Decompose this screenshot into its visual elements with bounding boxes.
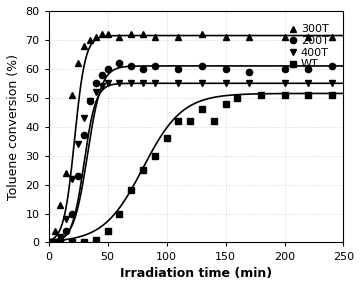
300T	[223, 35, 228, 39]
200T	[117, 61, 122, 65]
300T	[100, 32, 104, 36]
300T	[76, 61, 80, 65]
WT	[330, 93, 334, 97]
WT	[259, 93, 263, 97]
400T	[223, 82, 228, 85]
200T	[88, 99, 92, 102]
Line: WT: WT	[45, 92, 335, 246]
400T	[100, 84, 104, 88]
300T	[58, 203, 62, 207]
400T	[58, 235, 62, 238]
Legend: 300T, 200T, 400T, WT: 300T, 200T, 400T, WT	[285, 21, 332, 73]
400T	[47, 241, 51, 244]
400T	[330, 82, 334, 85]
300T	[64, 171, 69, 175]
400T	[200, 82, 204, 85]
WT	[164, 137, 169, 140]
400T	[82, 116, 86, 120]
200T	[153, 64, 157, 68]
200T	[176, 67, 180, 71]
200T	[47, 241, 51, 244]
WT	[129, 189, 133, 192]
300T	[52, 229, 57, 233]
200T	[64, 229, 69, 233]
300T	[88, 38, 92, 42]
300T	[93, 35, 98, 39]
200T	[200, 64, 204, 68]
400T	[247, 82, 251, 85]
400T	[93, 90, 98, 94]
WT	[282, 93, 287, 97]
400T	[64, 218, 69, 221]
300T	[129, 32, 133, 36]
300T	[330, 35, 334, 39]
200T	[105, 67, 110, 71]
X-axis label: Irradiation time (min): Irradiation time (min)	[120, 267, 272, 280]
400T	[141, 82, 145, 85]
WT	[153, 154, 157, 157]
400T	[306, 82, 310, 85]
200T	[247, 70, 251, 73]
300T	[70, 93, 74, 97]
300T	[105, 32, 110, 36]
300T	[176, 35, 180, 39]
400T	[153, 82, 157, 85]
WT	[141, 168, 145, 172]
200T	[52, 241, 57, 244]
400T	[117, 82, 122, 85]
300T	[47, 241, 51, 244]
200T	[330, 64, 334, 68]
400T	[105, 82, 110, 85]
Line: 200T: 200T	[45, 60, 335, 246]
WT	[200, 108, 204, 111]
400T	[76, 142, 80, 146]
400T	[282, 82, 287, 85]
WT	[223, 102, 228, 105]
WT	[235, 96, 239, 100]
300T	[247, 35, 251, 39]
400T	[129, 82, 133, 85]
300T	[82, 44, 86, 47]
200T	[306, 67, 310, 71]
WT	[176, 119, 180, 123]
200T	[141, 67, 145, 71]
Y-axis label: Toluene conversion (%): Toluene conversion (%)	[7, 54, 20, 200]
300T	[306, 35, 310, 39]
300T	[117, 35, 122, 39]
WT	[70, 241, 74, 244]
WT	[188, 119, 192, 123]
WT	[212, 119, 216, 123]
200T	[70, 212, 74, 215]
WT	[93, 238, 98, 241]
200T	[82, 134, 86, 137]
WT	[105, 229, 110, 233]
300T	[141, 32, 145, 36]
400T	[70, 177, 74, 181]
200T	[223, 67, 228, 71]
300T	[200, 32, 204, 36]
400T	[176, 82, 180, 85]
WT	[58, 241, 62, 244]
200T	[282, 67, 287, 71]
300T	[153, 35, 157, 39]
WT	[306, 93, 310, 97]
200T	[100, 73, 104, 76]
200T	[76, 174, 80, 178]
WT	[47, 241, 51, 244]
200T	[93, 82, 98, 85]
200T	[58, 238, 62, 241]
WT	[82, 241, 86, 244]
400T	[88, 99, 92, 102]
WT	[117, 212, 122, 215]
400T	[52, 241, 57, 244]
Line: 300T: 300T	[45, 31, 335, 246]
300T	[282, 35, 287, 39]
Line: 400T: 400T	[45, 80, 335, 246]
200T	[129, 64, 133, 68]
